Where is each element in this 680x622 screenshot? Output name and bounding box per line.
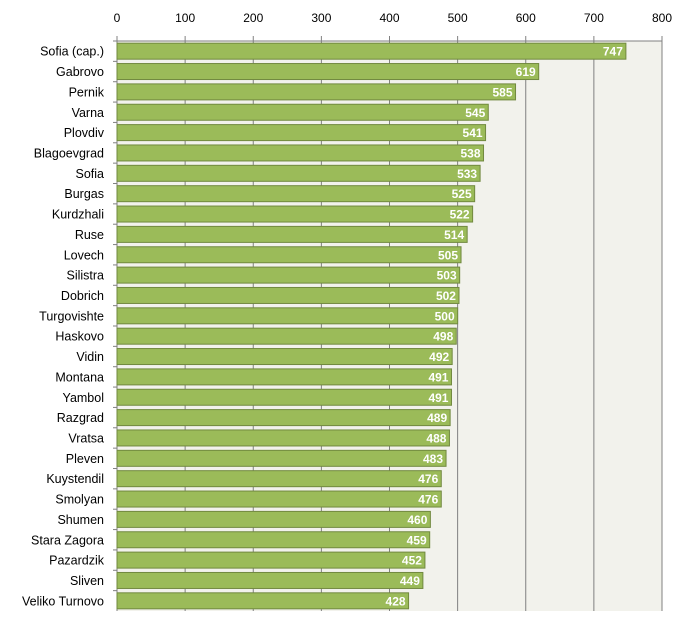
data-label: 545 <box>465 106 485 120</box>
bar <box>116 246 462 264</box>
data-label: 483 <box>423 452 443 466</box>
category-label: Sliven <box>70 574 104 588</box>
data-label: 522 <box>450 208 470 222</box>
bar <box>116 510 431 528</box>
bar <box>116 327 457 345</box>
bar <box>116 592 410 610</box>
data-label: 476 <box>418 493 438 507</box>
data-label: 585 <box>493 85 513 99</box>
data-label: 488 <box>426 431 446 445</box>
data-label: 503 <box>437 269 457 283</box>
bar <box>116 470 442 488</box>
category-label: Ruse <box>75 228 104 242</box>
data-label: 459 <box>407 533 427 547</box>
category-label: Silistra <box>66 269 104 283</box>
bar <box>116 144 485 162</box>
category-label: Yambol <box>63 391 104 405</box>
bar <box>116 490 442 508</box>
bar <box>116 185 476 203</box>
bar <box>116 124 487 142</box>
data-label: 491 <box>428 391 448 405</box>
data-label: 505 <box>438 248 458 262</box>
x-tick-label: 400 <box>379 11 399 25</box>
bar <box>116 429 450 447</box>
category-label: Turgovishte <box>39 309 104 323</box>
category-label: Plovdiv <box>64 126 105 140</box>
bar <box>116 286 460 304</box>
x-tick-label: 500 <box>448 11 468 25</box>
bar <box>116 571 424 589</box>
category-label: Blagoevgrad <box>34 146 104 160</box>
data-label: 460 <box>407 513 427 527</box>
category-label: Burgas <box>64 187 104 201</box>
data-label: 538 <box>460 146 480 160</box>
category-label: Pazardzik <box>49 554 105 568</box>
bar <box>116 551 426 569</box>
data-label: 498 <box>433 330 453 344</box>
category-label: Dobrich <box>61 289 104 303</box>
data-label: 449 <box>400 574 420 588</box>
x-tick-label: 800 <box>652 11 672 25</box>
bar <box>116 388 452 406</box>
data-label: 619 <box>516 65 536 79</box>
data-label: 514 <box>444 228 464 242</box>
bar <box>116 225 468 243</box>
category-label: Montana <box>55 370 104 384</box>
data-label: 492 <box>429 350 449 364</box>
bar <box>116 266 461 284</box>
category-label: Kuystendil <box>46 472 104 486</box>
category-label: Vratsa <box>68 431 104 445</box>
bar <box>116 449 447 467</box>
data-label: 491 <box>428 370 448 384</box>
data-label: 452 <box>402 554 422 568</box>
data-label: 541 <box>463 126 483 140</box>
bar <box>116 63 540 81</box>
bar <box>116 409 451 427</box>
x-tick-label: 200 <box>243 11 263 25</box>
category-label: Razgrad <box>57 411 104 425</box>
data-label: 476 <box>418 472 438 486</box>
data-label: 525 <box>452 187 472 201</box>
data-label: 500 <box>435 309 455 323</box>
category-label: Pernik <box>69 85 105 99</box>
category-label: Gabrovo <box>56 65 104 79</box>
bar <box>116 531 431 549</box>
bar <box>116 368 452 386</box>
bar <box>116 348 453 366</box>
category-label: Stara Zagora <box>31 533 104 547</box>
data-label: 533 <box>457 167 477 181</box>
category-label: Pleven <box>66 452 104 466</box>
category-label: Veliko Turnovo <box>22 594 104 608</box>
x-tick-label: 700 <box>584 11 604 25</box>
x-tick-label: 0 <box>114 11 121 25</box>
bar <box>116 103 489 121</box>
x-tick-label: 600 <box>516 11 536 25</box>
bar <box>116 307 459 325</box>
data-label: 489 <box>427 411 447 425</box>
category-label: Kurdzhali <box>52 208 104 222</box>
bar <box>116 205 474 223</box>
bar <box>116 164 481 182</box>
category-label: Smolyan <box>55 493 104 507</box>
category-label: Shumen <box>57 513 104 527</box>
data-label: 428 <box>386 594 406 608</box>
category-label: Sofia (cap.) <box>40 45 104 59</box>
category-label: Lovech <box>64 248 104 262</box>
bar <box>116 42 627 60</box>
data-label: 502 <box>436 289 456 303</box>
category-label: Haskovo <box>55 330 104 344</box>
category-label: Sofia <box>76 167 105 181</box>
category-label: Vidin <box>76 350 104 364</box>
data-label: 747 <box>603 45 623 59</box>
category-label: Varna <box>72 106 104 120</box>
x-tick-label: 100 <box>175 11 195 25</box>
x-tick-label: 300 <box>311 11 331 25</box>
bar <box>116 83 517 101</box>
